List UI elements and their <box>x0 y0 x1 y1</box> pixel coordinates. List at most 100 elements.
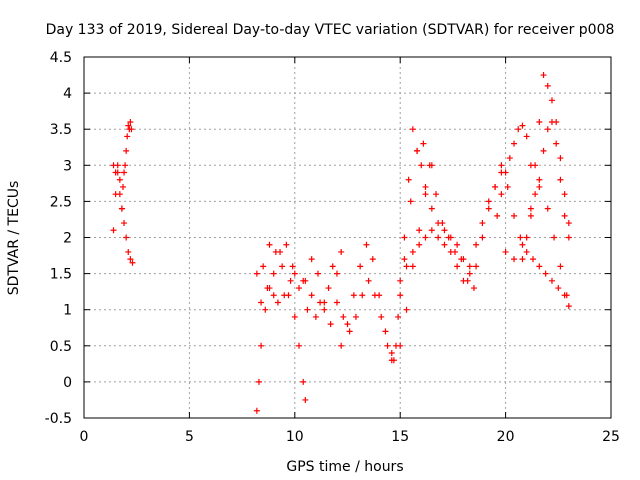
y-tick-label: 2 <box>63 231 72 247</box>
data-point <box>454 263 461 270</box>
data-point <box>557 155 564 162</box>
data-point <box>308 256 315 263</box>
y-tick-label: 0 <box>63 375 72 391</box>
data-point <box>519 122 526 129</box>
data-point <box>435 220 442 227</box>
data-point <box>395 313 402 320</box>
data-point <box>511 140 518 147</box>
x-tick-label: 10 <box>286 429 304 445</box>
data-point <box>485 205 492 212</box>
data-point <box>416 241 423 248</box>
data-point <box>382 328 389 335</box>
data-point <box>121 169 128 176</box>
data-point <box>283 241 290 248</box>
data-point <box>561 212 568 219</box>
data-point <box>300 378 307 385</box>
data-point <box>563 292 570 299</box>
data-point <box>407 198 414 205</box>
data-point <box>466 270 473 277</box>
data-point <box>123 234 130 241</box>
data-point <box>392 342 399 349</box>
data-point <box>270 292 277 299</box>
series-arc-2 <box>110 162 136 266</box>
series-arc-3 <box>253 270 340 414</box>
data-point <box>378 313 385 320</box>
data-point <box>350 292 357 299</box>
data-point <box>357 263 364 270</box>
data-point <box>409 126 416 133</box>
data-point <box>397 292 404 299</box>
data-point <box>346 328 353 335</box>
data-point <box>403 306 410 313</box>
data-point <box>536 118 543 125</box>
data-point <box>363 241 370 248</box>
data-point <box>435 234 442 241</box>
chart-title: Day 133 of 2019, Sidereal Day-to-day VTE… <box>46 22 615 38</box>
data-point <box>253 407 260 414</box>
series-arc-10 <box>494 118 572 241</box>
x-tick-label: 15 <box>391 429 409 445</box>
data-point <box>536 176 543 183</box>
series-arc-9 <box>397 169 572 310</box>
data-point <box>447 234 454 241</box>
data-point <box>414 147 421 154</box>
data-points <box>110 72 572 414</box>
data-point <box>405 176 412 183</box>
data-point <box>454 241 461 248</box>
y-tick-label: 0.5 <box>50 339 72 355</box>
data-point <box>397 277 404 284</box>
series-arc-6 <box>302 162 435 364</box>
data-point <box>365 277 372 284</box>
data-point <box>557 176 564 183</box>
data-point <box>262 306 269 313</box>
data-point <box>523 234 530 241</box>
data-point <box>112 169 119 176</box>
data-point <box>565 220 572 227</box>
data-point <box>129 259 136 266</box>
y-tick-label: 4 <box>63 86 72 102</box>
data-point <box>544 205 551 212</box>
data-point <box>422 183 429 190</box>
data-point <box>338 342 345 349</box>
x-tick-label: 25 <box>602 429 620 445</box>
x-tick-label: 0 <box>80 429 89 445</box>
data-point <box>321 299 328 306</box>
series-arc-5 <box>258 241 345 320</box>
data-point <box>565 234 572 241</box>
data-point <box>551 234 558 241</box>
data-point <box>492 183 499 190</box>
data-point <box>116 176 123 183</box>
series-arc-12 <box>502 183 570 299</box>
data-point <box>515 126 522 133</box>
data-point <box>401 256 408 263</box>
data-point <box>530 256 537 263</box>
axis-ticks: 0 5 10 15 20 25 -0.5 0 0.5 1 1.5 2 2.5 3 3.5 4 4.5 <box>45 50 620 445</box>
data-point <box>260 263 267 270</box>
data-point <box>542 270 549 277</box>
data-point <box>388 350 395 357</box>
series-arc-4 <box>253 241 309 403</box>
data-point <box>285 292 292 299</box>
data-point <box>479 220 486 227</box>
data-point <box>123 147 130 154</box>
data-point <box>376 292 383 299</box>
data-point <box>125 248 132 255</box>
data-point <box>333 270 340 277</box>
data-point <box>119 183 126 190</box>
data-point <box>511 212 518 219</box>
data-point <box>253 270 260 277</box>
data-point <box>532 162 539 169</box>
data-point <box>441 241 448 248</box>
data-point <box>498 191 505 198</box>
data-point <box>460 256 467 263</box>
data-point <box>460 277 467 284</box>
data-point <box>548 97 555 104</box>
data-point <box>110 227 117 234</box>
y-axis-label: SDTVAR / TECUs <box>6 181 22 296</box>
data-point <box>116 191 123 198</box>
data-point <box>321 306 328 313</box>
data-point <box>291 313 298 320</box>
data-point <box>426 162 433 169</box>
data-point <box>279 263 286 270</box>
